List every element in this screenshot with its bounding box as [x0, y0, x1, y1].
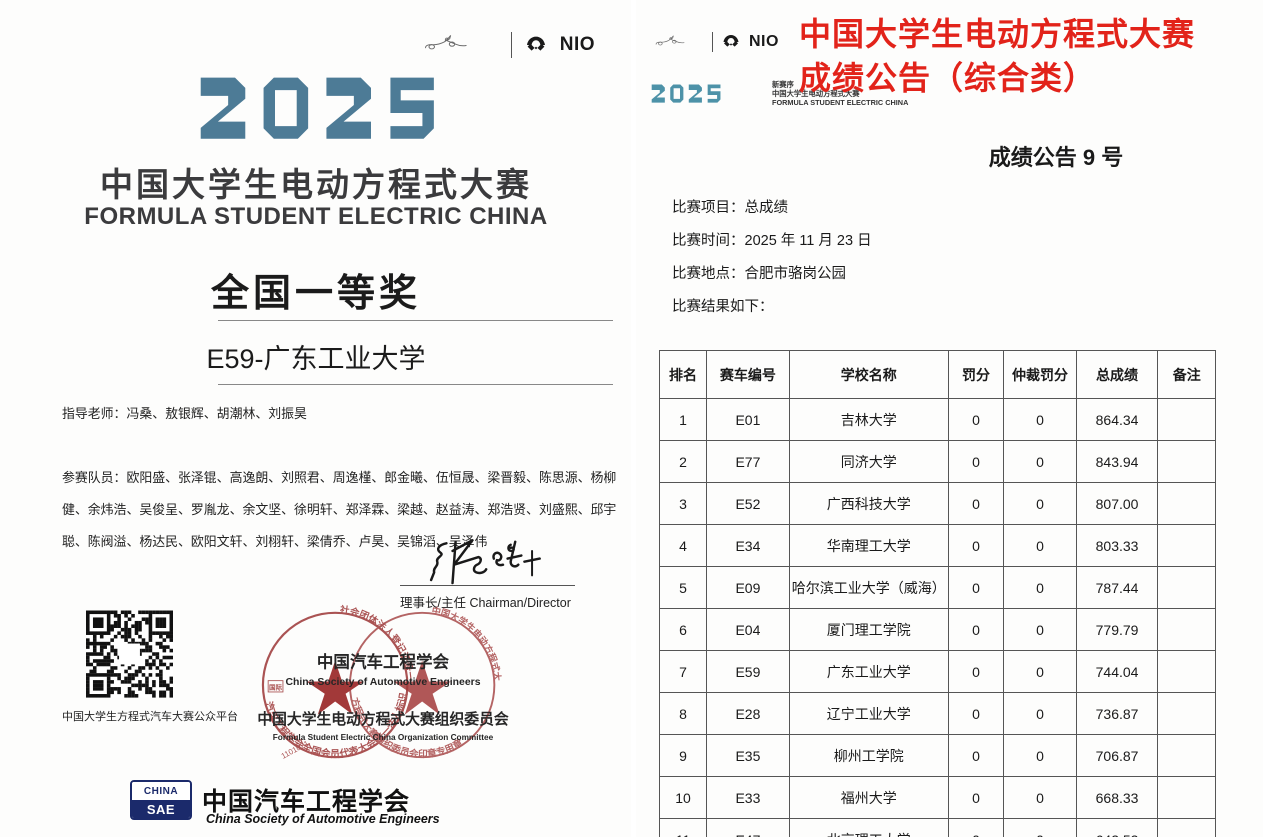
svg-text:Formula Student Electric China: Formula Student Electric China Organizat…	[273, 733, 494, 742]
svg-text:中国大学生电动方程式大赛组织委员会: 中国大学生电动方程式大赛组织委员会	[257, 710, 508, 728]
svg-text:China Society of Automotive En: China Society of Automotive Engineers	[285, 677, 480, 688]
svg-text:中国汽车工程学会: 中国汽车工程学会	[317, 652, 450, 672]
svg-text:国际: 国际	[269, 682, 283, 691]
